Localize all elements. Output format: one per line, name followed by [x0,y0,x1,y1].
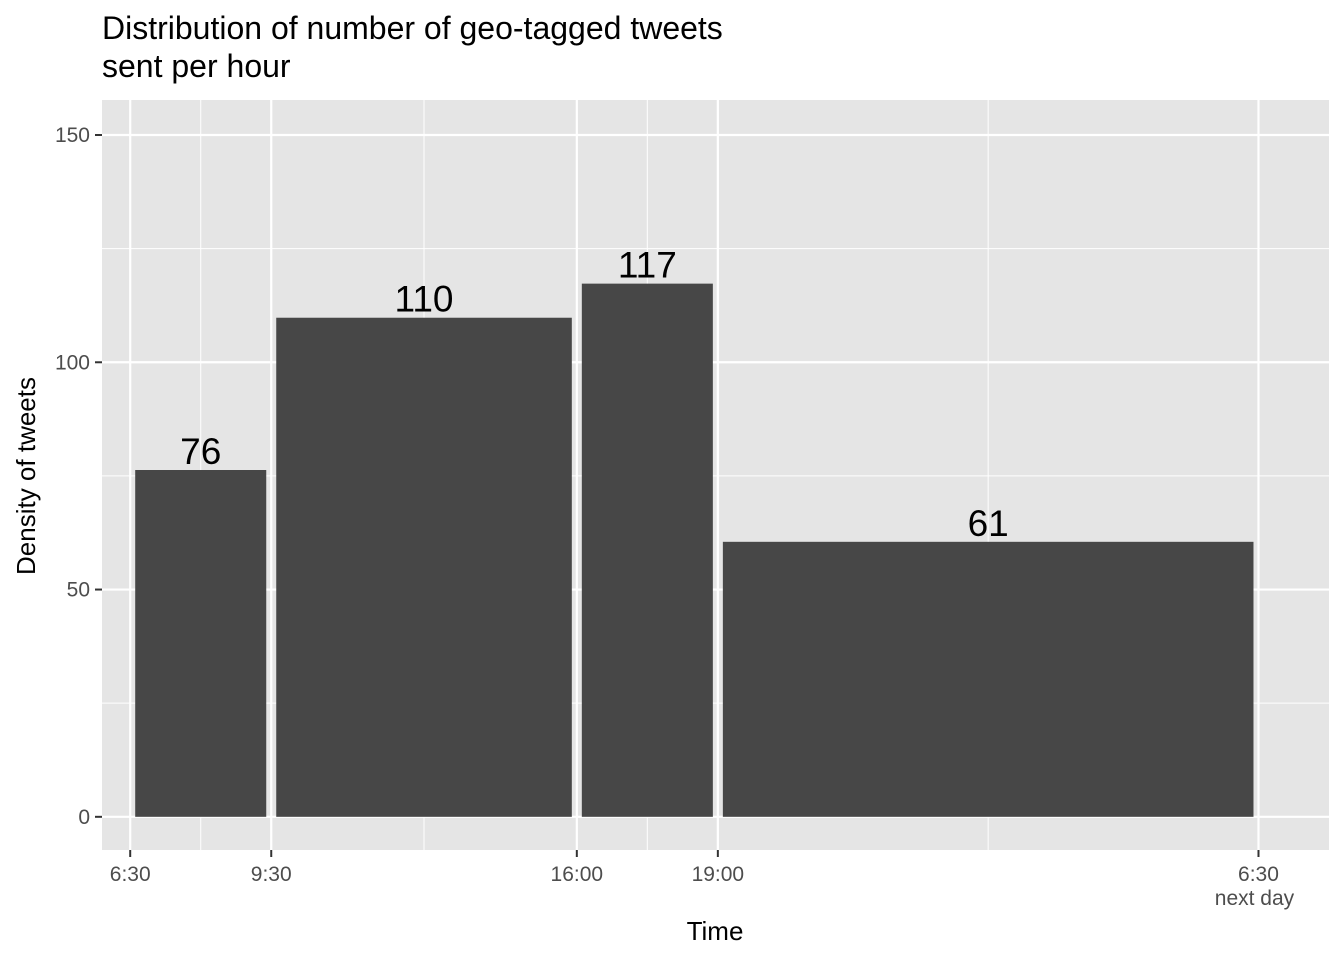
y-axis-title: Density of tweets [11,377,41,575]
chart-title-line-1: Distribution of number of geo-tagged twe… [102,10,723,46]
y-tick-label: 50 [67,579,90,602]
bar-4 [722,541,1254,817]
y-axis: 0 50 100 150 [55,124,102,829]
bar-value-labels: 76 110 117 61 [180,245,1009,544]
x-tick-label: 6:30 [110,863,151,886]
bar-value-label-2: 110 [395,279,454,320]
x-tick-label: 16:00 [551,863,604,886]
bar-2 [276,317,572,817]
x-tick-label: 6:30 [1238,863,1279,886]
y-tick-label: 150 [55,124,90,147]
y-tick-label: 100 [55,351,90,374]
x-tick-label: 9:30 [251,863,292,886]
y-tick-label: 0 [78,806,90,829]
x-axis-title: Time [687,916,744,946]
bar-1 [135,470,267,817]
bar-value-label-3: 117 [618,245,677,286]
x-tick-label: 19:00 [692,863,745,886]
chart-title-line-2: sent per hour [102,48,291,84]
bar-value-label-4: 61 [968,503,1009,544]
x-tick-sublabel: next day [1215,887,1295,910]
bars [135,283,1254,817]
bar-3 [581,283,713,817]
bar-value-label-1: 76 [180,431,221,472]
